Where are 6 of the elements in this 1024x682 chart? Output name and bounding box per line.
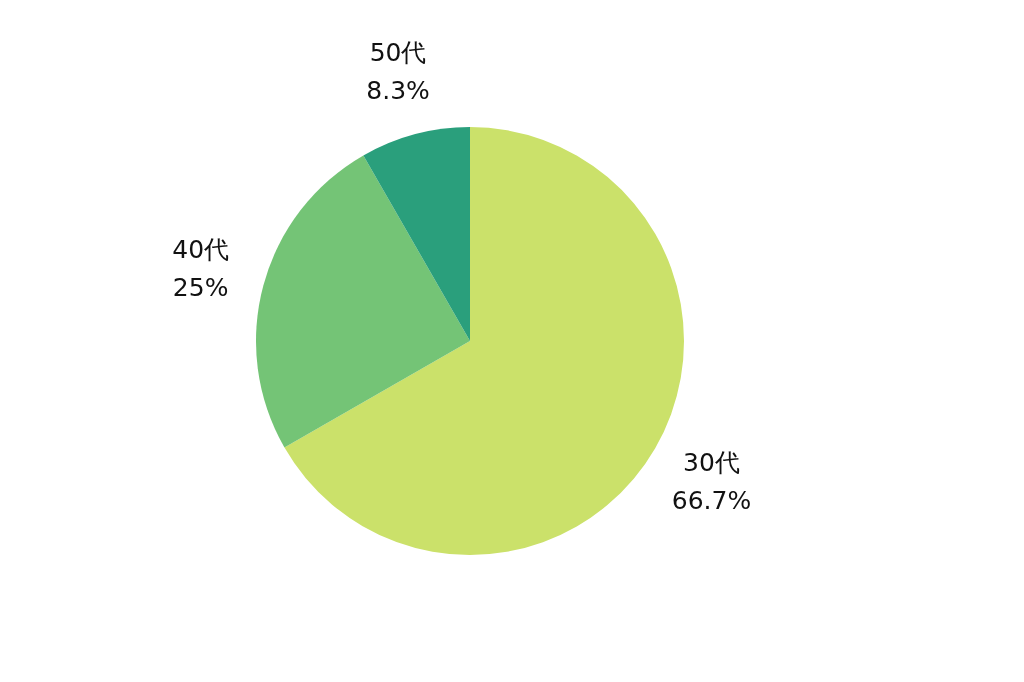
data-label: 25% bbox=[172, 273, 229, 303]
data-label: 66.7% bbox=[671, 485, 752, 515]
slice-label: 30代 bbox=[683, 447, 740, 477]
slice-label: 40代 bbox=[172, 235, 230, 265]
slice-label: 50代 bbox=[369, 38, 427, 68]
data-label: 8.3% bbox=[366, 76, 430, 106]
